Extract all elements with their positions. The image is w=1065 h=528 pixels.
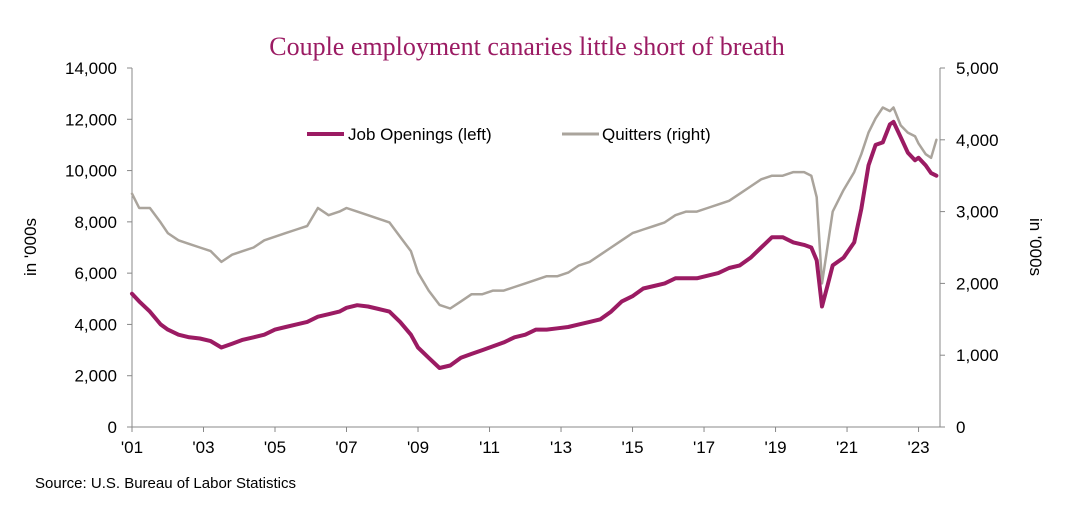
series-layer	[130, 106, 939, 370]
legend: Job Openings (left) Quitters (right)	[307, 125, 711, 144]
left-tick-label: 2,000	[74, 367, 117, 386]
left-tick-label: 10,000	[65, 162, 117, 181]
x-ticks: '01 '03 '05 '07 '09 '11 '13 '15 '17 '19 '21 '23	[121, 427, 930, 457]
left-axis-label: in '000s	[21, 218, 40, 276]
series-line-quitters	[130, 106, 938, 310]
x-tick-label: '21	[836, 438, 858, 457]
x-tick-label: '09	[407, 438, 429, 457]
x-tick-label: '15	[621, 438, 643, 457]
left-tick-label: 6,000	[74, 264, 117, 283]
x-tick-label: '07	[335, 438, 357, 457]
x-tick-label: '11	[479, 438, 500, 457]
x-tick-label: '19	[764, 438, 786, 457]
right-axis-label: in '000s	[1026, 218, 1045, 276]
x-tick-label: '23	[907, 438, 929, 457]
right-y-ticks: 0 1,000 2,000 3,000 4,000 5,000	[940, 59, 999, 437]
right-tick-label: 3,000	[956, 203, 999, 222]
legend-label-quitters: Quitters (right)	[602, 125, 711, 144]
right-tick-label: 1,000	[956, 346, 999, 365]
source-note: Source: U.S. Bureau of Labor Statistics	[35, 475, 296, 492]
left-tick-label: 8,000	[74, 213, 117, 232]
legend-label-job-openings: Job Openings (left)	[348, 125, 492, 144]
x-tick-label: '01	[121, 438, 143, 457]
x-tick-label: '17	[693, 438, 715, 457]
x-tick-label: '13	[550, 438, 572, 457]
plot-area	[131, 68, 941, 428]
right-tick-label: 0	[956, 418, 965, 437]
left-y-ticks: 0 2,000 4,000 6,000 8,000 10,000 12,000 14,000	[65, 59, 132, 437]
right-tick-label: 2,000	[956, 274, 999, 293]
left-tick-label: 4,000	[74, 315, 117, 334]
left-tick-label: 14,000	[65, 59, 117, 78]
right-tick-label: 4,000	[956, 131, 999, 150]
left-tick-label: 0	[108, 418, 117, 437]
series-line-job-openings	[130, 119, 939, 370]
x-tick-label: '05	[264, 438, 286, 457]
left-tick-label: 12,000	[65, 110, 117, 129]
right-tick-label: 5,000	[956, 59, 999, 78]
x-tick-label: '03	[192, 438, 214, 457]
chart-title: Couple employment canaries little short …	[269, 32, 785, 61]
